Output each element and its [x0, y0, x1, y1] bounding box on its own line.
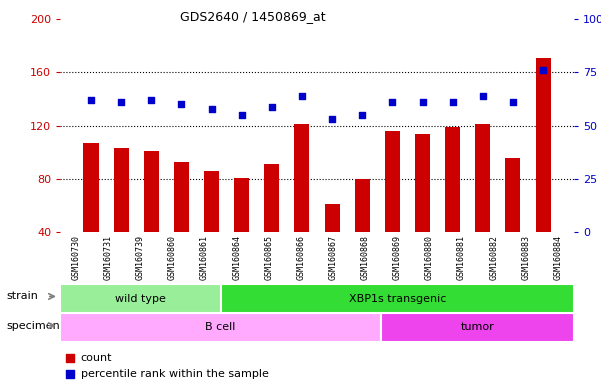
- Bar: [204, 171, 219, 232]
- Point: [297, 93, 307, 99]
- Text: specimen: specimen: [6, 321, 59, 331]
- Text: GSM160869: GSM160869: [393, 235, 402, 280]
- Bar: [415, 134, 430, 232]
- Text: GSM160865: GSM160865: [264, 235, 273, 280]
- Bar: [114, 148, 129, 232]
- Bar: [221, 284, 574, 313]
- Text: GSM160860: GSM160860: [168, 235, 177, 280]
- Bar: [505, 158, 520, 232]
- Point: [418, 99, 427, 105]
- Text: strain: strain: [6, 291, 38, 301]
- Text: percentile rank within the sample: percentile rank within the sample: [81, 369, 269, 379]
- Text: count: count: [81, 353, 112, 363]
- Point: [448, 99, 457, 105]
- Text: GSM160730: GSM160730: [72, 235, 81, 280]
- Point: [66, 355, 75, 361]
- Bar: [60, 313, 381, 342]
- Bar: [264, 164, 279, 232]
- Bar: [381, 313, 574, 342]
- Point: [86, 97, 96, 103]
- Point: [177, 101, 186, 108]
- Bar: [355, 179, 370, 232]
- Point: [117, 99, 126, 105]
- Text: GSM160861: GSM160861: [200, 235, 209, 280]
- Bar: [144, 151, 159, 232]
- Point: [267, 104, 276, 110]
- Bar: [60, 284, 221, 313]
- Point: [388, 99, 397, 105]
- Text: tumor: tumor: [461, 322, 495, 333]
- Bar: [325, 204, 340, 232]
- Bar: [84, 143, 99, 232]
- Text: GSM160882: GSM160882: [489, 235, 498, 280]
- Point: [538, 67, 548, 73]
- Point: [328, 116, 337, 122]
- Text: XBP1s transgenic: XBP1s transgenic: [349, 293, 446, 304]
- Text: GSM160731: GSM160731: [104, 235, 113, 280]
- Point: [147, 97, 156, 103]
- Text: B cell: B cell: [206, 322, 236, 333]
- Bar: [234, 178, 249, 232]
- Point: [66, 371, 75, 377]
- Text: GSM160884: GSM160884: [554, 235, 563, 280]
- Bar: [535, 58, 551, 232]
- Point: [508, 99, 517, 105]
- Text: GSM160883: GSM160883: [521, 235, 530, 280]
- Bar: [385, 131, 400, 232]
- Text: GSM160880: GSM160880: [425, 235, 434, 280]
- Text: GSM160868: GSM160868: [361, 235, 370, 280]
- Text: wild type: wild type: [115, 293, 166, 304]
- Bar: [445, 127, 460, 232]
- Point: [207, 106, 216, 112]
- Bar: [174, 162, 189, 232]
- Text: GDS2640 / 1450869_at: GDS2640 / 1450869_at: [180, 10, 325, 23]
- Text: GSM160866: GSM160866: [296, 235, 305, 280]
- Point: [478, 93, 487, 99]
- Point: [358, 112, 367, 118]
- Bar: [475, 124, 490, 232]
- Text: GSM160864: GSM160864: [232, 235, 241, 280]
- Text: GSM160881: GSM160881: [457, 235, 466, 280]
- Text: GSM160739: GSM160739: [136, 235, 145, 280]
- Point: [237, 112, 246, 118]
- Bar: [294, 124, 310, 232]
- Text: GSM160867: GSM160867: [329, 235, 338, 280]
